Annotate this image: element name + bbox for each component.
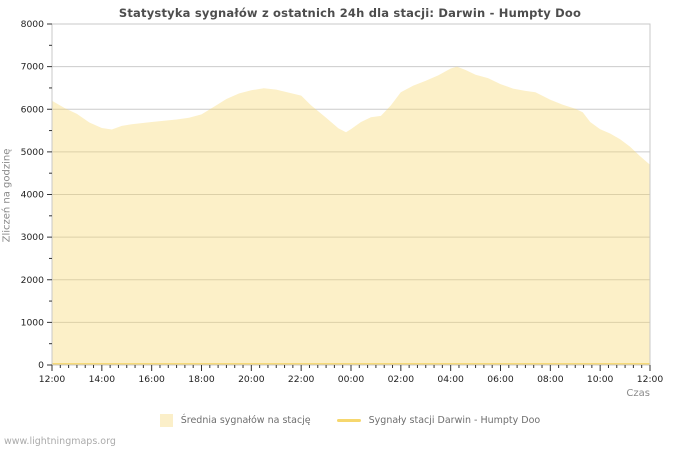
legend-label-average: Średnia sygnałów na stację bbox=[180, 414, 311, 426]
y-tick-label: 4000 bbox=[21, 190, 45, 201]
x-tick-label: 08:00 bbox=[537, 374, 564, 385]
legend-label-station: Sygnały stacji Darwin - Humpty Doo bbox=[368, 414, 541, 426]
x-tick-label: 02:00 bbox=[388, 374, 415, 385]
y-tick-label: 8000 bbox=[21, 19, 45, 30]
y-tick-label: 2000 bbox=[21, 275, 45, 286]
average-signals-area bbox=[52, 66, 650, 365]
x-tick-label: 18:00 bbox=[188, 374, 215, 385]
x-tick-label: 22:00 bbox=[288, 374, 315, 385]
x-tick-label: 10:00 bbox=[587, 374, 614, 385]
legend-item-average: Średnia sygnałów na stację bbox=[159, 413, 311, 427]
y-tick-label: 7000 bbox=[21, 62, 45, 73]
x-tick-label: 04:00 bbox=[437, 374, 464, 385]
chart-title: Statystyka sygnałów z ostatnich 24h dla … bbox=[118, 6, 582, 20]
legend-item-station: Sygnały stacji Darwin - Humpty Doo bbox=[336, 414, 541, 426]
x-tick-label: 00:00 bbox=[338, 374, 365, 385]
chart-legend: Średnia sygnałów na stację Sygnały stacj… bbox=[0, 411, 700, 429]
x-tick-label: 16:00 bbox=[138, 374, 165, 385]
x-axis-title: Czas bbox=[626, 388, 650, 399]
x-tick-label: 12:00 bbox=[637, 374, 664, 385]
line-swatch-icon bbox=[336, 418, 361, 422]
x-tick-label: 12:00 bbox=[39, 374, 66, 385]
y-tick-label: 3000 bbox=[21, 232, 45, 243]
watermark-link[interactable]: www.lightningmaps.org bbox=[4, 436, 116, 447]
y-tick-label: 1000 bbox=[21, 317, 45, 328]
y-tick-label: 6000 bbox=[21, 104, 45, 115]
x-tick-label: 06:00 bbox=[487, 374, 514, 385]
y-tick-label: 5000 bbox=[21, 147, 45, 158]
x-tick-label: 14:00 bbox=[89, 374, 116, 385]
y-tick-label: 0 bbox=[38, 360, 44, 371]
x-tick-label: 20:00 bbox=[238, 374, 265, 385]
area-swatch-icon bbox=[159, 413, 173, 427]
